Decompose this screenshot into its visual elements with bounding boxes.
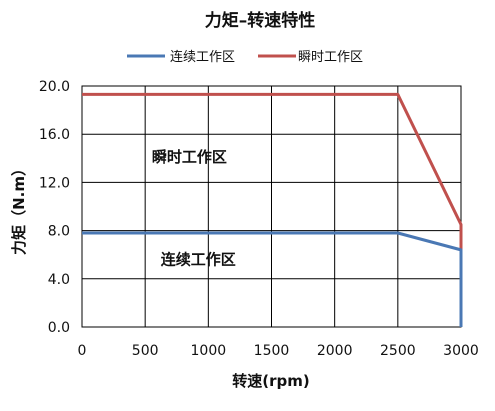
series-group bbox=[82, 92, 463, 327]
x-tick-label: 2500 bbox=[380, 343, 416, 359]
y-tick-label: 12.0 bbox=[39, 175, 70, 191]
x-tick-label: 500 bbox=[132, 343, 159, 359]
y-tick-label: 16.0 bbox=[39, 127, 70, 143]
annotation-label-0: 瞬时工作区 bbox=[152, 148, 227, 166]
legend-label-0: 连续工作区 bbox=[170, 49, 235, 65]
y-axis-label: 力矩（N.m） bbox=[10, 161, 28, 255]
annotation-label-1: 连续工作区 bbox=[161, 250, 236, 268]
x-tick-label: 0 bbox=[78, 343, 87, 359]
y-tick-label: 4.0 bbox=[48, 272, 70, 288]
series-line-0 bbox=[82, 231, 463, 327]
x-axis-label: 转速(rpm) bbox=[232, 372, 309, 390]
x-tick-label: 1500 bbox=[254, 343, 290, 359]
y-tick-labels: 0.0 4.0 8.0 12.0 16.0 20.0 bbox=[39, 79, 70, 336]
chart-title: 力矩–转速特性 bbox=[205, 10, 316, 31]
y-tick-label: 20.0 bbox=[39, 79, 70, 95]
x-tick-label: 2000 bbox=[317, 343, 353, 359]
plot-frame bbox=[81, 85, 462, 328]
grid bbox=[81, 85, 462, 328]
x-tick-labels: 0 500 1000 1500 2000 2500 3000 bbox=[78, 343, 479, 359]
x-tick-label: 1000 bbox=[191, 343, 227, 359]
x-tick-label: 3000 bbox=[443, 343, 479, 359]
legend-label-1: 瞬时工作区 bbox=[298, 50, 363, 65]
y-tick-label: 8.0 bbox=[48, 224, 70, 240]
legend: 连续工作区 瞬时工作区 bbox=[127, 49, 363, 65]
y-tick-label: 0.0 bbox=[48, 320, 70, 336]
